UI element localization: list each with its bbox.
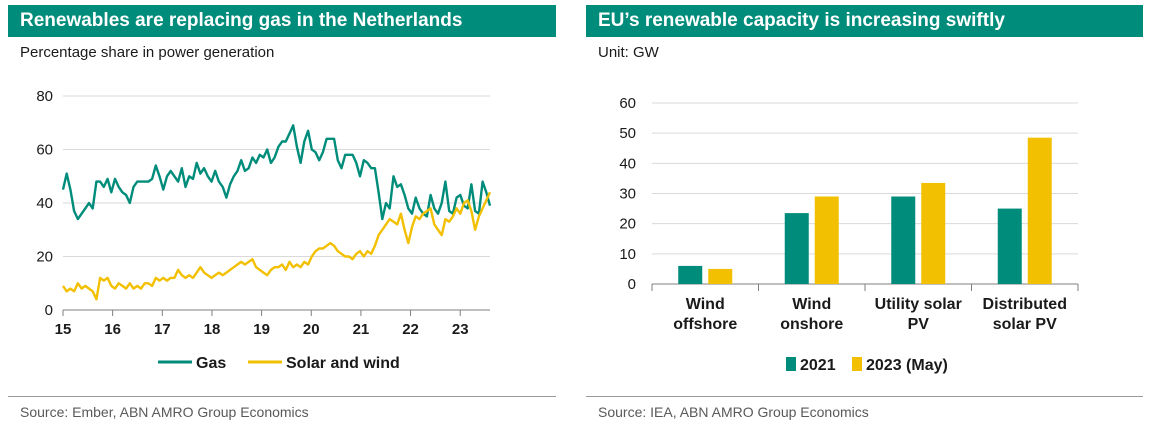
- x-tick-label: 22: [402, 321, 419, 338]
- y-tick-label: 40: [619, 155, 636, 172]
- bar-2023-may: [708, 268, 733, 284]
- bar-2021: [997, 208, 1022, 284]
- left-source-divider: [8, 396, 556, 397]
- right-chart-panel: EU’s renewable capacity is increasing sw…: [586, 0, 1143, 430]
- right-chart-title: EU’s renewable capacity is increasing sw…: [586, 5, 1143, 37]
- legend-label: 2021: [800, 357, 836, 374]
- category-label: offshore: [673, 316, 737, 333]
- category-label: Wind: [792, 296, 831, 313]
- category-label: PV: [908, 316, 930, 333]
- left-chart-title: Renewables are replacing gas in the Neth…: [8, 5, 556, 37]
- x-tick-label: 17: [154, 321, 171, 338]
- category-label: Wind: [686, 296, 725, 313]
- y-tick-label: 60: [36, 142, 53, 159]
- y-tick-label: 50: [619, 125, 636, 142]
- x-tick-label: 21: [353, 321, 370, 338]
- bar-chart: 0 10 20 30 40 50 60 Wind offshore Wind onshore Util…: [619, 95, 1079, 374]
- legend-label: Gas: [196, 355, 226, 372]
- y-tick-label: 20: [36, 249, 53, 266]
- y-tick-label: 10: [619, 246, 636, 263]
- category-label: Utility solar: [875, 296, 962, 313]
- left-source: Source: Ember, ABN AMRO Group Economics: [20, 404, 309, 420]
- bar-2023-may: [814, 196, 839, 284]
- y-tick-label: 60: [619, 95, 636, 112]
- legend-swatch: [852, 357, 862, 371]
- left-chart-subtitle: Percentage share in power generation: [20, 44, 275, 61]
- y-tick-label: 80: [36, 88, 53, 105]
- left-chart-panel: Renewables are replacing gas in the Neth…: [8, 0, 556, 430]
- bar-2023-may: [921, 182, 946, 284]
- x-tick-label: 18: [204, 321, 221, 338]
- right-source-divider: [586, 396, 1143, 397]
- bar-2021: [784, 213, 809, 284]
- x-tick-label: 23: [452, 321, 469, 338]
- x-tick-label: 20: [303, 321, 320, 338]
- right-chart-subtitle: Unit: GW: [598, 44, 659, 61]
- right-source: Source: IEA, ABN AMRO Group Economics: [598, 404, 869, 420]
- category-label: onshore: [780, 316, 843, 333]
- legend-swatch: [786, 357, 796, 371]
- bar-2023-may: [1027, 137, 1052, 284]
- legend-label: 2023 (May): [866, 357, 948, 374]
- legend-label: Solar and wind: [286, 355, 400, 372]
- y-tick-label: 0: [45, 302, 53, 319]
- x-tick-label: 19: [253, 321, 270, 338]
- category-label: Distributed: [983, 296, 1067, 313]
- bar-2021: [891, 196, 916, 284]
- y-tick-label: 30: [619, 186, 636, 203]
- series-line-solar-and-wind: [62, 191, 492, 301]
- x-tick-label: 15: [55, 321, 72, 338]
- category-label: solar PV: [993, 316, 1057, 333]
- x-tick-label: 16: [104, 321, 121, 338]
- bar-2021: [678, 265, 703, 284]
- y-tick-label: 20: [619, 216, 636, 233]
- y-tick-label: 40: [36, 195, 53, 212]
- series-line-gas: [61, 124, 492, 221]
- y-tick-label: 0: [628, 276, 636, 293]
- line-chart: 0 20 40 60 80 15 16 17 18 19 20 21 22 23 Gas Solar and …: [36, 88, 492, 372]
